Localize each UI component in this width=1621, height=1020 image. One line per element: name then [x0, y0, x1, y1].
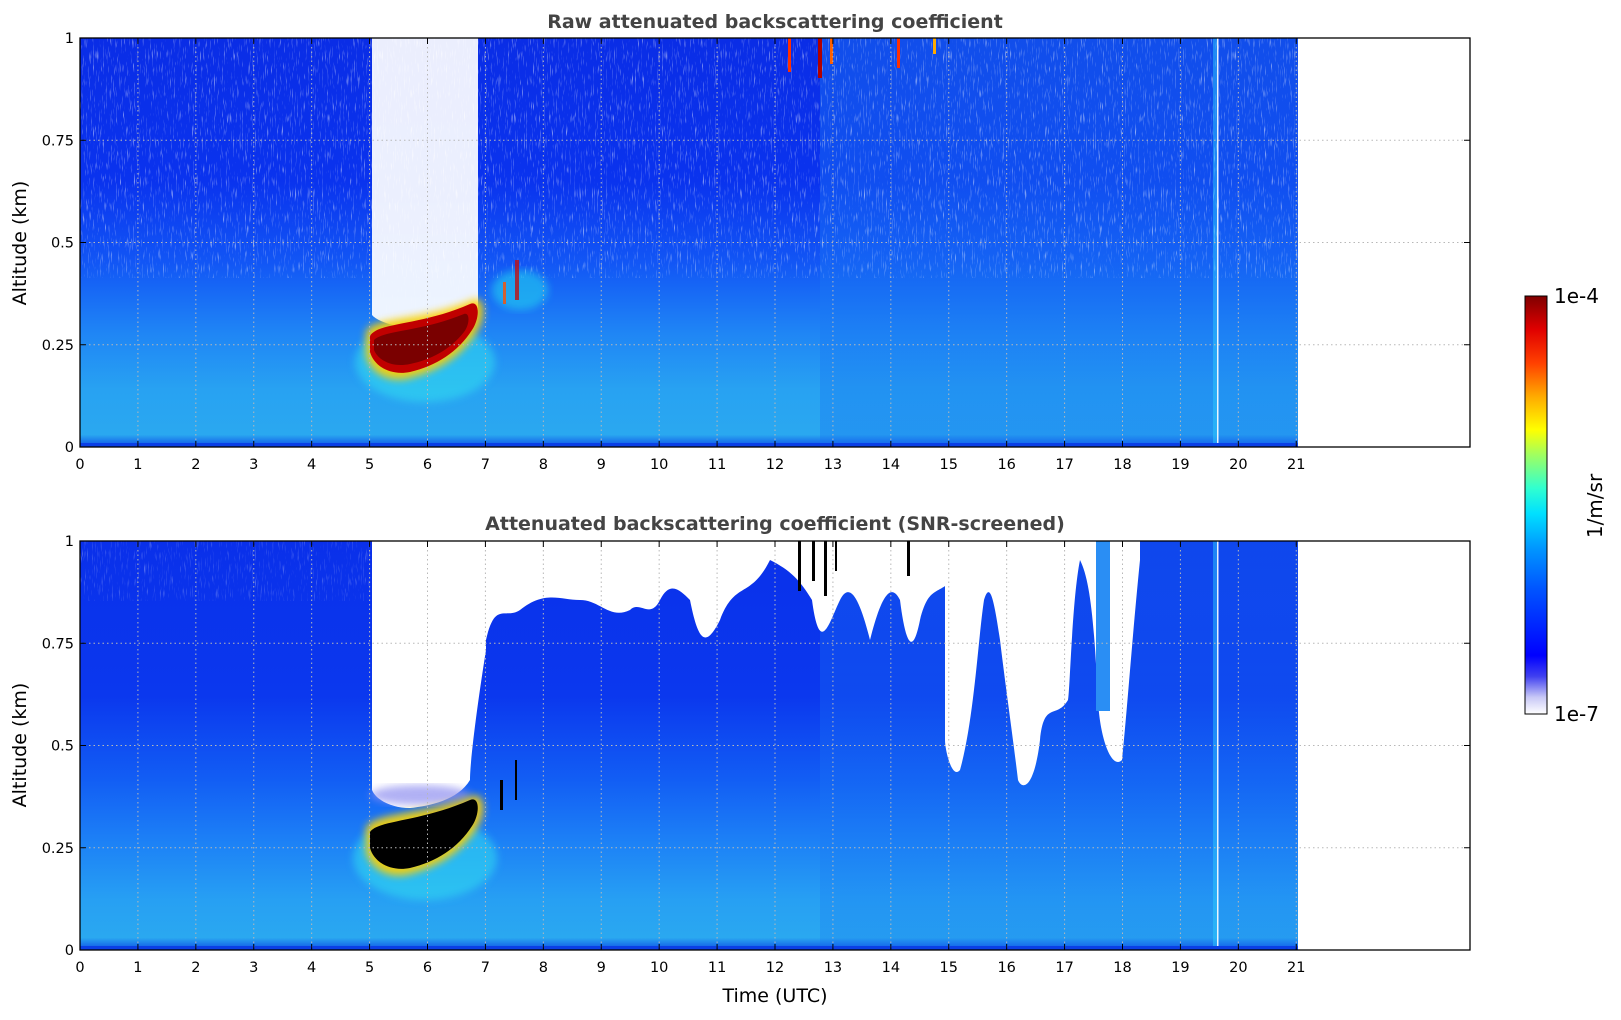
- y-tick-label: 1: [65, 31, 74, 47]
- y-axis-label: Altitude (km): [9, 683, 31, 808]
- x-axis-label: Time (UTC): [721, 985, 827, 1007]
- x-tick-label: 6: [423, 960, 432, 976]
- y-tick-label: 0: [65, 943, 74, 959]
- x-tick-label: 5: [365, 960, 374, 976]
- x-tick-label: 16: [997, 960, 1015, 976]
- x-tick-label: 12: [766, 457, 784, 473]
- x-tick-label: 21: [1287, 960, 1305, 976]
- y-tick-label: 0.75: [42, 636, 74, 652]
- x-tick-label: 16: [997, 457, 1015, 473]
- x-tick-label: 19: [1171, 960, 1189, 976]
- x-tick-label: 3: [249, 960, 258, 976]
- x-tick-label: 8: [539, 457, 548, 473]
- y-axis-label: Altitude (km): [9, 181, 31, 306]
- x-tick-label: 0: [75, 960, 84, 976]
- y-axis: 0 0.25 0.5 0.75 1: [42, 534, 1470, 959]
- plot-title: Raw attenuated backscattering coefficien…: [547, 11, 1003, 33]
- x-tick-label: 14: [882, 457, 900, 473]
- x-tick-label: 7: [481, 960, 490, 976]
- x-tick-label: 15: [940, 960, 958, 976]
- x-tick-label: 17: [1055, 960, 1073, 976]
- gridlines: [80, 38, 1470, 447]
- x-tick-label: 21: [1287, 457, 1305, 473]
- y-tick-label: 0.5: [51, 236, 74, 252]
- plot-panel-screened: Attenuated backscattering coefficient (S…: [9, 513, 1471, 1007]
- x-tick-label: 1: [133, 960, 142, 976]
- x-axis: 0 1 2 3 4 5 6 7 8 9 10 11 12 13 14 15 16 17 18 19 20 21: [75, 38, 1305, 473]
- colorbar-scale: [1524, 295, 1548, 715]
- x-axis: 0 1 2 3 4 5 6 7 8 9 10 11 12 13 14 15 16 17 18 19 20 21: [75, 541, 1305, 976]
- x-tick-label: 10: [650, 960, 668, 976]
- gridlines: [80, 541, 1470, 950]
- x-tick-label: 8: [539, 960, 548, 976]
- x-tick-label: 13: [824, 960, 842, 976]
- x-tick-label: 2: [191, 960, 200, 976]
- y-tick-label: 0.25: [42, 841, 74, 857]
- x-tick-label: 13: [824, 457, 842, 473]
- x-tick-label: 6: [423, 457, 432, 473]
- x-tick-label: 12: [766, 960, 784, 976]
- x-tick-label: 15: [940, 457, 958, 473]
- x-tick-label: 19: [1171, 457, 1189, 473]
- x-tick-label: 0: [75, 457, 84, 473]
- x-tick-label: 3: [249, 457, 258, 473]
- heatmap-raw: [80, 38, 1298, 447]
- x-tick-label: 17: [1055, 457, 1073, 473]
- x-tick-label: 18: [1113, 457, 1131, 473]
- y-tick-label: 0.75: [42, 133, 74, 149]
- colorbar-min-label: 1e-7: [1554, 702, 1599, 726]
- x-tick-label: 11: [708, 457, 726, 473]
- y-tick-label: 1: [65, 534, 74, 550]
- plot-title: Attenuated backscattering coefficient (S…: [485, 513, 1065, 535]
- x-tick-label: 7: [481, 457, 490, 473]
- x-tick-label: 9: [597, 457, 606, 473]
- colorbar-label: 1/m/sr: [1583, 473, 1607, 538]
- colorbar: 1e-4 1e-7 1/m/sr: [1524, 284, 1607, 726]
- x-tick-label: 9: [597, 960, 606, 976]
- x-tick-label: 20: [1229, 960, 1247, 976]
- x-tick-label: 10: [650, 457, 668, 473]
- x-tick-label: 1: [133, 457, 142, 473]
- x-tick-label: 18: [1113, 960, 1131, 976]
- y-tick-label: 0.5: [51, 739, 74, 755]
- x-tick-label: 2: [191, 457, 200, 473]
- y-axis: 0 0.25 0.5 0.75 1: [42, 31, 1470, 456]
- plot-panel-raw: Raw attenuated backscattering coefficien…: [9, 11, 1471, 473]
- x-tick-label: 4: [307, 457, 316, 473]
- x-tick-label: 14: [882, 960, 900, 976]
- y-tick-label: 0.25: [42, 338, 74, 354]
- x-tick-label: 11: [708, 960, 726, 976]
- x-tick-label: 4: [307, 960, 316, 976]
- colorbar-max-label: 1e-4: [1554, 284, 1599, 308]
- y-tick-label: 0: [65, 440, 74, 456]
- x-tick-label: 20: [1229, 457, 1247, 473]
- x-tick-label: 5: [365, 457, 374, 473]
